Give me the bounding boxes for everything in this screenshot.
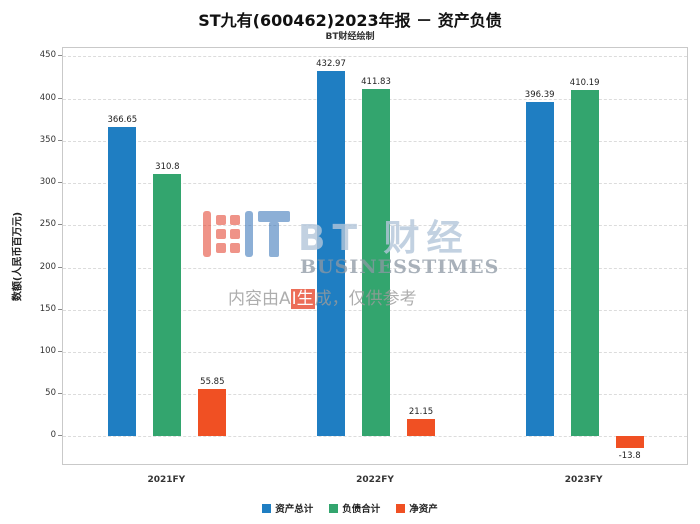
y-tick-label: 100 [39, 346, 56, 356]
y-tick-mark [58, 266, 62, 268]
y-tick-mark [58, 351, 62, 352]
y-tick-mark [58, 224, 62, 226]
bar [525, 101, 554, 437]
bar-value-label: 396.39 [524, 89, 555, 100]
category-label: 2022FY [356, 475, 394, 485]
bar-value-label: 411.83 [361, 76, 391, 87]
legend-swatch [396, 503, 406, 513]
bar [362, 88, 390, 437]
bar [570, 90, 599, 437]
y-tick-mark [58, 97, 62, 99]
legend-label: 资产总计 [275, 504, 314, 515]
gridline [63, 56, 687, 58]
bar-value-label: 21.15 [408, 406, 434, 417]
chart-title: ST九有(600462)2023年报 － 资产负债 [198, 11, 502, 30]
y-tick-mark [58, 308, 62, 310]
y-tick-mark [58, 182, 62, 184]
y-tick-mark [58, 435, 62, 437]
bar-value-label: 366.65 [107, 114, 138, 125]
gridline [63, 436, 687, 438]
plot-area: 366.65 310.8 55.85 432.97 411.83 21.15 396.39 4… [62, 47, 688, 465]
y-tick-label: 350 [39, 134, 56, 145]
legend-item: 资产总计 [262, 501, 313, 515]
bar-value-label: 55.85 [200, 377, 225, 388]
bar-value-label: 410.19 [569, 78, 600, 89]
y-tick-label: 300 [39, 177, 56, 188]
y-tick-label: 200 [39, 261, 56, 272]
y-tick-mark [58, 139, 62, 141]
y-tick-label: 250 [39, 219, 56, 230]
bar [153, 173, 182, 437]
category-label: 2023FY [564, 475, 603, 485]
legend-item: 净资产 [396, 501, 438, 515]
legend-label: 净资产 [409, 504, 438, 515]
y-tick-label: 450 [39, 50, 56, 61]
legend-item: 负债合计 [329, 501, 380, 515]
bar [615, 436, 644, 449]
bar [317, 70, 345, 437]
chart-subtitle: BT财经绘制 [325, 32, 375, 42]
legend-swatch [329, 503, 339, 513]
y-tick-label: 150 [39, 303, 56, 314]
legend-swatch [262, 503, 272, 513]
y-tick-mark [58, 55, 62, 57]
category-label: 2021FY [147, 475, 186, 485]
y-tick-label: 400 [39, 92, 56, 103]
bar [407, 418, 435, 437]
bar-value-label: 310.8 [155, 161, 180, 172]
y-tick-label: 0 [50, 430, 56, 441]
bar [198, 389, 227, 437]
legend-label: 负债合计 [342, 504, 381, 515]
y-tick-label: 50 [45, 388, 56, 399]
bar [108, 126, 137, 437]
y-tick-mark [58, 393, 62, 395]
bar-value-label: 432.97 [316, 58, 346, 69]
bar-value-label: -13.8 [618, 451, 641, 462]
legend: 资产总计 负债合计 净资产 [0, 501, 700, 515]
